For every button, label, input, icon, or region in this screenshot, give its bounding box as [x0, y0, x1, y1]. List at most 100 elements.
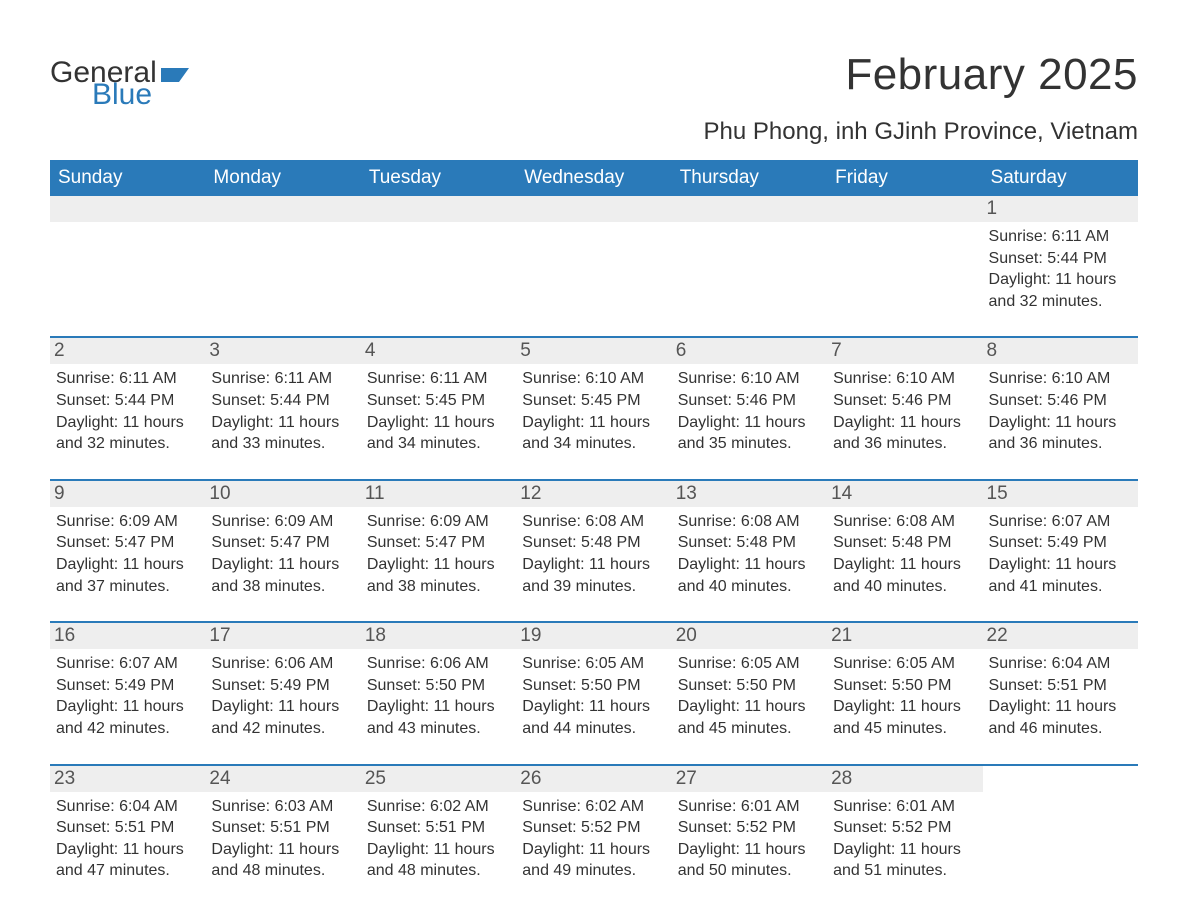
day-cell-9: 9Sunrise: 6:09 AMSunset: 5:47 PMDaylight… — [50, 481, 205, 603]
weekday-monday: Monday — [205, 160, 360, 196]
day-details: Sunrise: 6:10 AMSunset: 5:46 PMDaylight:… — [989, 368, 1132, 454]
day-details: Sunrise: 6:09 AMSunset: 5:47 PMDaylight:… — [367, 511, 510, 597]
day-number: 16 — [50, 623, 205, 649]
sunset-line: Sunset: 5:49 PM — [989, 532, 1132, 554]
day-number: 4 — [361, 338, 516, 364]
sunrise-line: Sunrise: 6:01 AM — [833, 796, 976, 818]
day-number-empty — [516, 196, 671, 222]
day-details: Sunrise: 6:05 AMSunset: 5:50 PMDaylight:… — [678, 653, 821, 739]
sunrise-line: Sunrise: 6:11 AM — [211, 368, 354, 390]
weekday-wednesday: Wednesday — [516, 160, 671, 196]
day-cell-19: 19Sunrise: 6:05 AMSunset: 5:50 PMDayligh… — [516, 623, 671, 745]
day-details: Sunrise: 6:09 AMSunset: 5:47 PMDaylight:… — [56, 511, 199, 597]
daylight-line: Daylight: 11 hours and 50 minutes. — [678, 839, 821, 882]
week-row: 16Sunrise: 6:07 AMSunset: 5:49 PMDayligh… — [50, 621, 1138, 745]
day-number: 26 — [516, 766, 671, 792]
sunrise-line: Sunrise: 6:08 AM — [678, 511, 821, 533]
logo: General Blue — [50, 50, 195, 110]
sunrise-line: Sunrise: 6:06 AM — [211, 653, 354, 675]
sunset-line: Sunset: 5:45 PM — [522, 390, 665, 412]
sunrise-line: Sunrise: 6:05 AM — [522, 653, 665, 675]
day-number: 25 — [361, 766, 516, 792]
sunset-line: Sunset: 5:51 PM — [56, 817, 199, 839]
week-row: 2Sunrise: 6:11 AMSunset: 5:44 PMDaylight… — [50, 336, 1138, 460]
day-cell-12: 12Sunrise: 6:08 AMSunset: 5:48 PMDayligh… — [516, 481, 671, 603]
sunrise-line: Sunrise: 6:10 AM — [833, 368, 976, 390]
day-details: Sunrise: 6:06 AMSunset: 5:49 PMDaylight:… — [211, 653, 354, 739]
day-number-empty — [205, 196, 360, 222]
sunset-line: Sunset: 5:52 PM — [833, 817, 976, 839]
weekday-header-row: SundayMondayTuesdayWednesdayThursdayFrid… — [50, 160, 1138, 196]
sunset-line: Sunset: 5:51 PM — [367, 817, 510, 839]
day-number: 8 — [983, 338, 1138, 364]
sunrise-line: Sunrise: 6:10 AM — [522, 368, 665, 390]
day-details: Sunrise: 6:08 AMSunset: 5:48 PMDaylight:… — [833, 511, 976, 597]
sunrise-line: Sunrise: 6:08 AM — [833, 511, 976, 533]
day-cell-empty — [361, 196, 516, 318]
day-details: Sunrise: 6:09 AMSunset: 5:47 PMDaylight:… — [211, 511, 354, 597]
week-row: 9Sunrise: 6:09 AMSunset: 5:47 PMDaylight… — [50, 479, 1138, 603]
day-cell-5: 5Sunrise: 6:10 AMSunset: 5:45 PMDaylight… — [516, 338, 671, 460]
daylight-line: Daylight: 11 hours and 48 minutes. — [211, 839, 354, 882]
day-details: Sunrise: 6:10 AMSunset: 5:46 PMDaylight:… — [678, 368, 821, 454]
sunrise-line: Sunrise: 6:10 AM — [678, 368, 821, 390]
day-details: Sunrise: 6:03 AMSunset: 5:51 PMDaylight:… — [211, 796, 354, 882]
sunrise-line: Sunrise: 6:09 AM — [211, 511, 354, 533]
day-cell-24: 24Sunrise: 6:03 AMSunset: 5:51 PMDayligh… — [205, 766, 360, 888]
day-details: Sunrise: 6:07 AMSunset: 5:49 PMDaylight:… — [989, 511, 1132, 597]
day-details: Sunrise: 6:01 AMSunset: 5:52 PMDaylight:… — [678, 796, 821, 882]
month-title: February 2025 — [704, 50, 1138, 100]
week-row: 1Sunrise: 6:11 AMSunset: 5:44 PMDaylight… — [50, 196, 1138, 318]
sunset-line: Sunset: 5:50 PM — [833, 675, 976, 697]
sunset-line: Sunset: 5:45 PM — [367, 390, 510, 412]
day-cell-empty — [672, 196, 827, 318]
day-cell-8: 8 Sunrise: 6:10 AMSunset: 5:46 PMDaylight… — [983, 338, 1138, 460]
sunrise-line: Sunrise: 6:08 AM — [522, 511, 665, 533]
day-details: Sunrise: 6:05 AMSunset: 5:50 PMDaylight:… — [833, 653, 976, 739]
daylight-line: Daylight: 11 hours and 40 minutes. — [833, 554, 976, 597]
daylight-line: Daylight: 11 hours and 32 minutes. — [989, 269, 1132, 312]
sunrise-line: Sunrise: 6:07 AM — [989, 511, 1132, 533]
daylight-line: Daylight: 11 hours and 43 minutes. — [367, 696, 510, 739]
sunrise-line: Sunrise: 6:11 AM — [56, 368, 199, 390]
sunrise-line: Sunrise: 6:01 AM — [678, 796, 821, 818]
header: General Blue February 2025 Phu Phong, in… — [50, 50, 1138, 146]
day-cell-25: 25Sunrise: 6:02 AMSunset: 5:51 PMDayligh… — [361, 766, 516, 888]
day-number-empty — [827, 196, 982, 222]
sunset-line: Sunset: 5:46 PM — [678, 390, 821, 412]
day-number: 21 — [827, 623, 982, 649]
daylight-line: Daylight: 11 hours and 34 minutes. — [367, 412, 510, 455]
day-number: 23 — [50, 766, 205, 792]
sunset-line: Sunset: 5:48 PM — [833, 532, 976, 554]
day-cell-14: 14Sunrise: 6:08 AMSunset: 5:48 PMDayligh… — [827, 481, 982, 603]
daylight-line: Daylight: 11 hours and 35 minutes. — [678, 412, 821, 455]
daylight-line: Daylight: 11 hours and 32 minutes. — [56, 412, 199, 455]
sunset-line: Sunset: 5:47 PM — [367, 532, 510, 554]
sunrise-line: Sunrise: 6:11 AM — [367, 368, 510, 390]
day-details: Sunrise: 6:10 AMSunset: 5:46 PMDaylight:… — [833, 368, 976, 454]
day-cell-1: 1Sunrise: 6:11 AMSunset: 5:44 PMDaylight… — [983, 196, 1138, 318]
sunrise-line: Sunrise: 6:05 AM — [678, 653, 821, 675]
day-cell-4: 4 Sunrise: 6:11 AMSunset: 5:45 PMDaylight… — [361, 338, 516, 460]
daylight-line: Daylight: 11 hours and 38 minutes. — [367, 554, 510, 597]
day-cell-empty — [983, 766, 1138, 888]
day-number: 28 — [827, 766, 982, 792]
daylight-line: Daylight: 11 hours and 46 minutes. — [989, 696, 1132, 739]
day-cell-empty — [516, 196, 671, 318]
day-number: 6 — [672, 338, 827, 364]
day-cell-28: 28Sunrise: 6:01 AMSunset: 5:52 PMDayligh… — [827, 766, 982, 888]
sunset-line: Sunset: 5:50 PM — [367, 675, 510, 697]
day-number: 1 — [983, 196, 1138, 222]
daylight-line: Daylight: 11 hours and 44 minutes. — [522, 696, 665, 739]
weekday-sunday: Sunday — [50, 160, 205, 196]
day-number: 20 — [672, 623, 827, 649]
day-number: 2 — [50, 338, 205, 364]
day-details: Sunrise: 6:10 AMSunset: 5:45 PMDaylight:… — [522, 368, 665, 454]
day-details: Sunrise: 6:08 AMSunset: 5:48 PMDaylight:… — [678, 511, 821, 597]
sunrise-line: Sunrise: 6:09 AM — [56, 511, 199, 533]
daylight-line: Daylight: 11 hours and 41 minutes. — [989, 554, 1132, 597]
sunset-line: Sunset: 5:50 PM — [522, 675, 665, 697]
week-row: 23Sunrise: 6:04 AMSunset: 5:51 PMDayligh… — [50, 764, 1138, 888]
day-cell-18: 18Sunrise: 6:06 AMSunset: 5:50 PMDayligh… — [361, 623, 516, 745]
day-number: 12 — [516, 481, 671, 507]
